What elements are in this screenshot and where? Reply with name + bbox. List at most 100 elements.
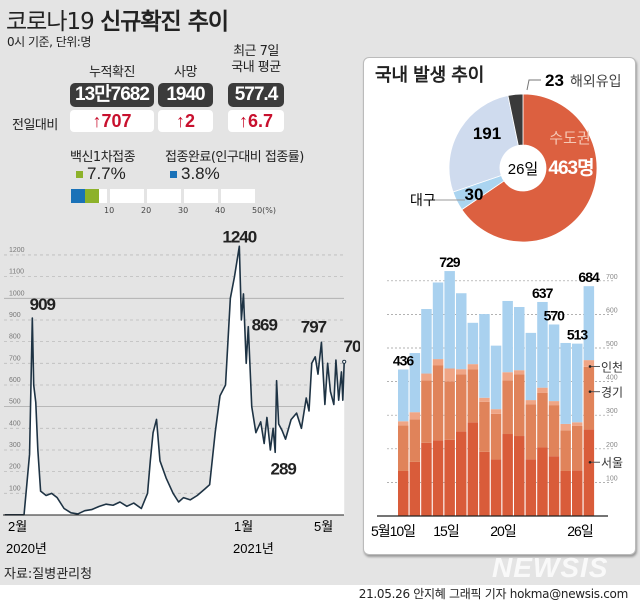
bar-segment-경기 bbox=[432, 365, 444, 441]
bar-segment-인천 bbox=[421, 373, 432, 381]
bar-total-label: 513 bbox=[567, 327, 589, 343]
y-tick-label: 500 bbox=[9, 399, 21, 406]
bar-segment-서울 bbox=[548, 456, 560, 516]
bar-segment-인천 bbox=[502, 372, 513, 381]
bar-segment-2 bbox=[147, 189, 181, 203]
subtitle: 0시 기준, 단위:명 bbox=[7, 35, 91, 49]
capital-area-value: 463명 bbox=[548, 157, 593, 179]
bar-segment-인천 bbox=[490, 409, 502, 414]
page-title: 코로나19 신규확진 추이 bbox=[6, 9, 229, 35]
x-tick-year: 2021년 bbox=[233, 541, 274, 556]
bar-segment-서울 bbox=[479, 451, 490, 516]
bar-segment-other bbox=[444, 271, 455, 369]
green-legend-square bbox=[76, 171, 83, 179]
bar-segment-other bbox=[560, 342, 571, 424]
bar-segment-서울 bbox=[514, 436, 525, 516]
bar-segment-서울 bbox=[525, 459, 537, 516]
y-tick-label: 1100 bbox=[9, 269, 24, 276]
x-tick-month: 1월 bbox=[234, 519, 253, 534]
bar-segment-경기 bbox=[560, 430, 571, 471]
daegu-name: 대구 bbox=[410, 192, 436, 208]
y-tick-label: 600 bbox=[606, 307, 618, 314]
death-value: 1940 bbox=[158, 83, 213, 107]
y-tick-label: 100 bbox=[9, 485, 21, 492]
donut-slice bbox=[461, 93, 598, 243]
cumulative-change: ↑707 bbox=[70, 110, 154, 132]
weekly-avg-change: ↑6.7 bbox=[228, 110, 284, 132]
bar-segment-인천 bbox=[583, 360, 595, 367]
bar-segment-서울 bbox=[432, 440, 444, 516]
vaccine-progress-bar: 10 20 30 40 50(%) bbox=[71, 189, 276, 215]
domestic-charts: 국내 발생 추이 26일 수도권 463명 191 30 대구 23 해외유입 100 200 300… bbox=[371, 65, 623, 539]
y-tick-label: 200 bbox=[9, 464, 21, 471]
bar-segment-other bbox=[398, 369, 409, 422]
y-tick-label: 500 bbox=[606, 341, 618, 348]
weekly-avg-value: 577.4 bbox=[228, 83, 284, 107]
bar-segment-서울 bbox=[467, 422, 479, 516]
daily-cases-line-chart: 100 200 300 400 500 600 700 800 900 1000 1100 1200 9… bbox=[3, 227, 360, 556]
y-tick-label: 1200 bbox=[9, 247, 25, 254]
bar-segment-경기 bbox=[583, 366, 595, 430]
y-tick-label: 100 bbox=[606, 475, 618, 482]
bar-segment-3 bbox=[184, 189, 218, 203]
capital-area-name: 수도권 bbox=[549, 130, 590, 147]
x-tick-label: 20일 bbox=[490, 523, 516, 539]
bar-segment-인천 bbox=[456, 369, 467, 375]
bar-segment-서울 bbox=[421, 442, 432, 516]
vaccine-tick-label: 50(%) bbox=[252, 206, 277, 215]
vaccine-tick-label: 20 bbox=[141, 206, 152, 215]
bar-segment-other bbox=[502, 300, 513, 373]
donut-title: 국내 발생 추이 bbox=[375, 65, 484, 85]
donut-slice bbox=[507, 93, 524, 146]
bar-segment-서울 bbox=[502, 434, 513, 516]
y-tick-label: 900 bbox=[9, 312, 21, 319]
x-tick-label: 15일 bbox=[433, 523, 459, 539]
bar-segment-서울 bbox=[560, 470, 571, 516]
death-change: ↑2 bbox=[158, 110, 213, 132]
bar-segment-경기 bbox=[421, 380, 432, 443]
vaccine-first-label: 백신1차접종 bbox=[70, 150, 136, 165]
bar-segment-인천 bbox=[525, 400, 537, 405]
bar-segment-서울 bbox=[572, 470, 583, 516]
bar-segment-경기 bbox=[514, 374, 525, 437]
legend-dot bbox=[588, 365, 592, 368]
bar-total-label: 729 bbox=[439, 254, 461, 270]
daegu-value: 30 bbox=[465, 185, 484, 204]
bar-segment-other bbox=[572, 343, 583, 423]
bar-segment-경기 bbox=[467, 369, 479, 423]
bar-segment-경기 bbox=[525, 404, 537, 460]
bar-segment-경기 bbox=[537, 392, 548, 448]
last-point-marker bbox=[342, 359, 347, 364]
vaccine-full-value: 3.8% bbox=[170, 164, 220, 184]
credit-text: 21.05.26 안지혜 그래픽 기자 hokma@newsis.com bbox=[358, 587, 629, 601]
bar-segment-other bbox=[490, 345, 502, 410]
legend-label: 인천 bbox=[601, 359, 623, 374]
y-tick-label: 200 bbox=[606, 442, 618, 449]
death-label: 사망 bbox=[174, 65, 197, 80]
peak-label: 797 bbox=[301, 317, 327, 336]
y-tick-label: 300 bbox=[606, 408, 618, 415]
vaccine-tick-label: 10 bbox=[104, 206, 115, 215]
other-region-value: 191 bbox=[473, 124, 501, 143]
bar-segment-인천 bbox=[548, 401, 560, 406]
daily-cases-line bbox=[4, 245, 345, 516]
y-tick-label: 600 bbox=[9, 377, 21, 384]
bar-segment-서울 bbox=[490, 459, 502, 516]
bar-segment-4 bbox=[221, 189, 255, 203]
bar-segment-other bbox=[479, 314, 490, 398]
import-name: 해외유입 bbox=[570, 73, 622, 89]
bar-segment-인천 bbox=[479, 397, 490, 402]
bar-segment-경기 bbox=[479, 401, 490, 452]
bar-segment-서울 bbox=[583, 429, 595, 516]
bar-segment-인천 bbox=[467, 364, 479, 370]
x-tick-label: 26일 bbox=[567, 523, 593, 539]
bar-segment-인천 bbox=[514, 370, 525, 375]
bar-segment-인천 bbox=[398, 421, 409, 426]
weekly-avg-label: 최근 7일 국내 평균 bbox=[231, 44, 281, 75]
vaccine-full-label: 접종완료(인구대비 접종률) bbox=[165, 150, 304, 165]
donut-slice bbox=[448, 95, 519, 193]
x-tick-month: 2월 bbox=[8, 519, 27, 534]
bar-segment-경기 bbox=[456, 374, 467, 432]
import-value: 23 bbox=[545, 71, 564, 90]
bar-segment-other bbox=[467, 322, 479, 365]
